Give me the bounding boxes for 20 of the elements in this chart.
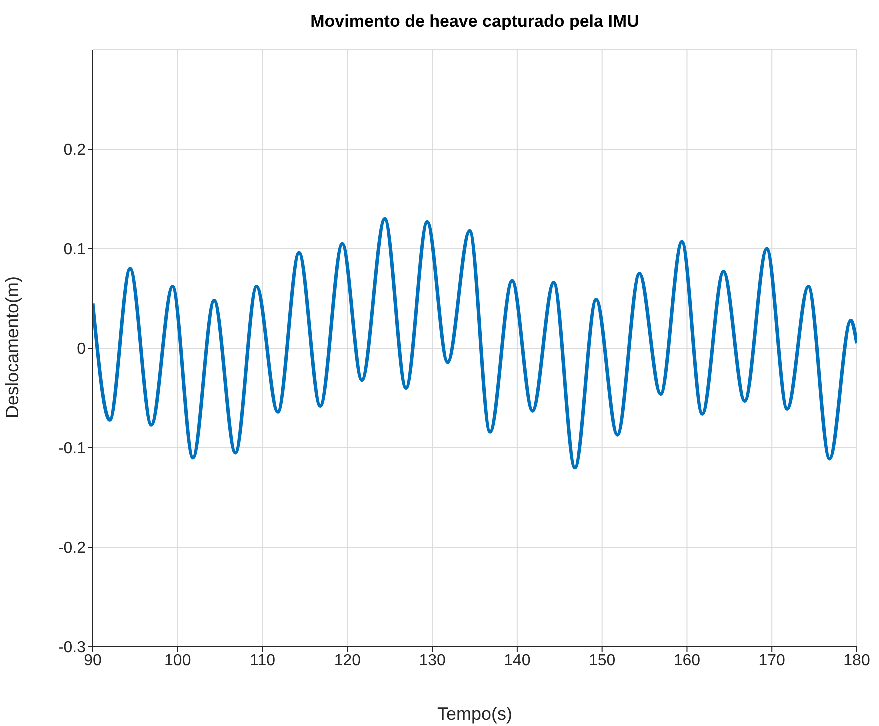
y-tick-label: -0.2	[58, 540, 86, 558]
chart-title: Movimento de heave capturado pela IMU	[310, 12, 640, 32]
y-tick-label: -0.3	[58, 640, 86, 657]
x-tick-label: 160	[674, 652, 701, 670]
y-axis-title: Deslocamento(m)	[2, 276, 22, 418]
x-tick-label: 130	[419, 652, 446, 670]
x-axis-title: Tempo(s)	[437, 704, 513, 724]
x-tick-label: 100	[164, 652, 192, 670]
y-tick-label: -0.1	[58, 440, 86, 458]
x-tick-label: 120	[334, 652, 362, 670]
line-series	[93, 217, 857, 470]
y-tick-label: 0.1	[64, 242, 86, 259]
y-tick-label: 0	[77, 341, 86, 358]
x-tick-label: 110	[250, 652, 276, 670]
x-tick-label: 180	[844, 652, 870, 670]
x-tick-label: 150	[588, 652, 616, 670]
x-tick-label: 170	[758, 652, 786, 670]
y-tick-label: 0.2	[64, 142, 86, 160]
x-tick-label: 90	[84, 652, 102, 670]
x-tick-label: 140	[504, 652, 531, 670]
